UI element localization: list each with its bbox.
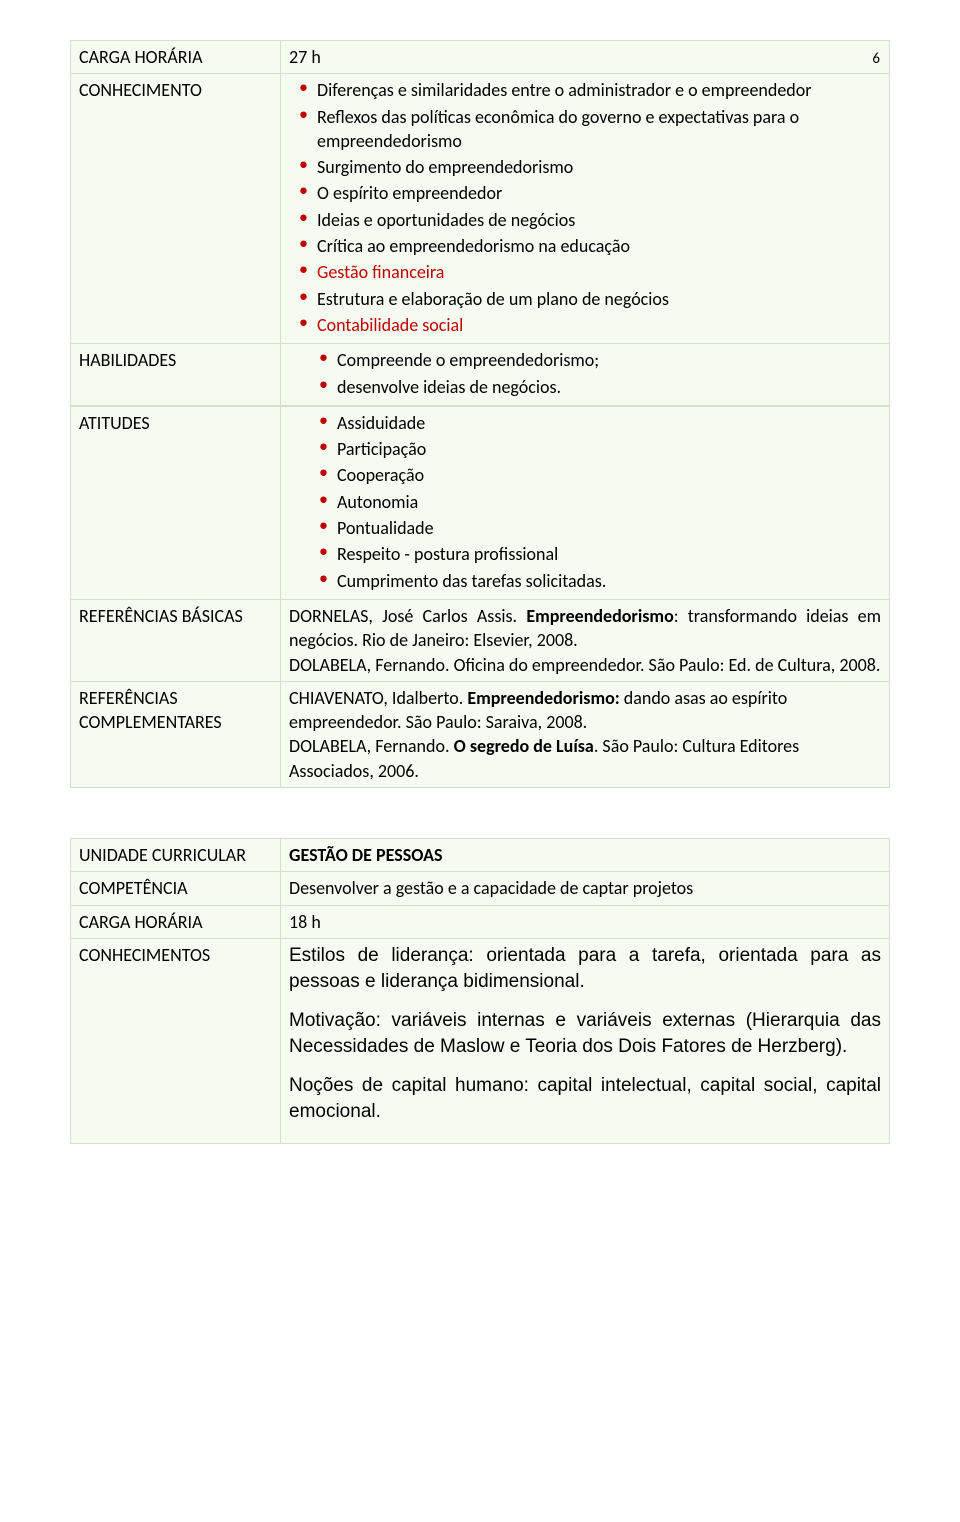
label-ref-basicas: REFERÊNCIAS BÁSICAS bbox=[71, 599, 281, 681]
list-item: Cumprimento das tarefas solicitadas. bbox=[337, 569, 881, 593]
paragraph: Motivação: variáveis internas e variávei… bbox=[289, 1008, 881, 1059]
list-item: Assiduidade bbox=[337, 411, 881, 435]
list-item: Compreende o empreendedorismo; bbox=[337, 348, 881, 372]
list-item: Participação bbox=[337, 437, 881, 461]
list-item: Gestão financeira bbox=[317, 260, 881, 284]
label-carga-horaria: CARGA HORÁRIA bbox=[71, 41, 281, 74]
value-carga-horaria: 27 h bbox=[281, 41, 890, 74]
list-item: Reflexos das políticas econômica do gove… bbox=[317, 105, 881, 154]
list-item: O espírito empreendedor bbox=[317, 181, 881, 205]
label-competencia: COMPETÊNCIA bbox=[71, 872, 281, 905]
value-habilidades: Compreende o empreendedorismo; desenvolve… bbox=[281, 344, 890, 406]
value-carga-2: 18 h bbox=[281, 905, 890, 938]
value-ref-complementares: CHIAVENATO, Idalberto. Empreendedorismo:… bbox=[281, 681, 890, 787]
value-conhecimento: Diferenças e similaridades entre o admin… bbox=[281, 74, 890, 344]
value-unidade: GESTÃO DE PESSOAS bbox=[281, 839, 890, 872]
value-ref-basicas: DORNELAS, José Carlos Assis. Empreendedo… bbox=[281, 599, 890, 681]
page: 6 CARGA HORÁRIA 27 h CONHECIMENTO Difere… bbox=[0, 40, 960, 1522]
paragraph: Noções de capital humano: capital intele… bbox=[289, 1073, 881, 1124]
label-carga-2: CARGA HORÁRIA bbox=[71, 905, 281, 938]
value-conhecimentos-2: Estilos de liderança: orientada para a t… bbox=[281, 938, 890, 1143]
list-item: Respeito - postura profissional bbox=[337, 542, 881, 566]
list-item: Estrutura e elaboração de um plano de ne… bbox=[317, 287, 881, 311]
label-atitudes: ATITUDES bbox=[71, 406, 281, 600]
course-table-2: UNIDADE CURRICULAR GESTÃO DE PESSOAS COM… bbox=[70, 838, 890, 1144]
label-ref-complementares: REFERÊNCIAS COMPLEMENTARES bbox=[71, 681, 281, 787]
label-conhecimentos-2: CONHECIMENTOS bbox=[71, 938, 281, 1143]
course-table-1: CARGA HORÁRIA 27 h CONHECIMENTO Diferenç… bbox=[70, 40, 890, 788]
list-item: Pontualidade bbox=[337, 516, 881, 540]
list-item: Surgimento do empreendedorismo bbox=[317, 155, 881, 179]
value-competencia: Desenvolver a gestão e a capacidade de c… bbox=[281, 872, 890, 905]
list-item: Contabilidade social bbox=[317, 313, 881, 337]
list-item: Cooperação bbox=[337, 463, 881, 487]
label-unidade: UNIDADE CURRICULAR bbox=[71, 839, 281, 872]
value-atitudes: AssiduidadeParticipaçãoCooperação Autonom… bbox=[281, 406, 890, 600]
list-item: Autonomia bbox=[337, 490, 881, 514]
paragraph: Estilos de liderança: orientada para a t… bbox=[289, 943, 881, 994]
label-conhecimento: CONHECIMENTO bbox=[71, 74, 281, 344]
list-item: Ideias e oportunidades de negócios bbox=[317, 208, 881, 232]
list-item: Crítica ao empreendedorismo na educação bbox=[317, 234, 881, 258]
list-item: Diferenças e similaridades entre o admin… bbox=[317, 78, 881, 102]
page-number: 6 bbox=[872, 50, 880, 68]
label-habilidades: HABILIDADES bbox=[71, 344, 281, 406]
list-item: desenvolve ideias de negócios. bbox=[337, 375, 881, 399]
